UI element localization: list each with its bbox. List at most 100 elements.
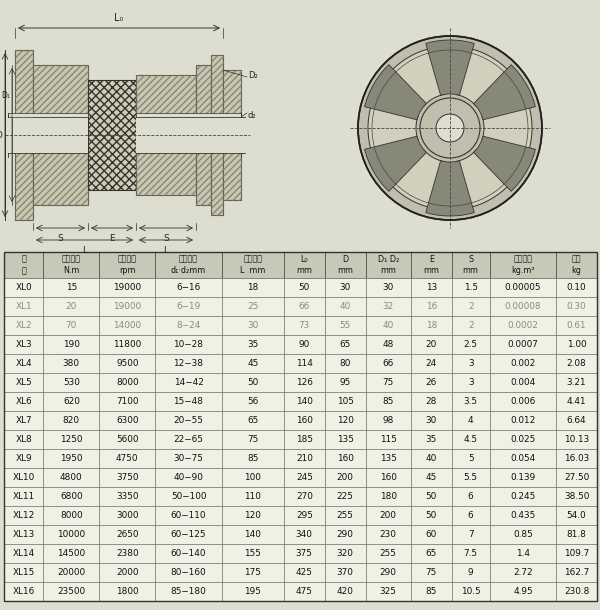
Text: 0.0002: 0.0002 <box>508 321 538 330</box>
Text: 3750: 3750 <box>116 473 139 482</box>
Text: 4750: 4750 <box>116 454 139 463</box>
Bar <box>325 411 365 430</box>
Text: 2.72: 2.72 <box>513 568 533 577</box>
Bar <box>155 354 222 373</box>
Bar <box>4 582 43 601</box>
Bar <box>43 468 100 487</box>
Bar <box>284 278 325 297</box>
Bar <box>284 354 325 373</box>
Bar <box>4 373 43 392</box>
Bar <box>556 506 597 525</box>
Bar <box>222 373 284 392</box>
Text: 3.5: 3.5 <box>464 397 478 406</box>
Bar <box>490 449 556 468</box>
Text: 5: 5 <box>468 454 473 463</box>
Text: 48: 48 <box>383 340 394 349</box>
Text: 0.10: 0.10 <box>567 283 586 292</box>
Text: 80: 80 <box>340 359 351 368</box>
Text: 245: 245 <box>296 473 313 482</box>
Bar <box>284 316 325 335</box>
Bar <box>325 316 365 335</box>
Text: XL12: XL12 <box>13 511 35 520</box>
Text: 65: 65 <box>426 549 437 558</box>
Text: 0.00008: 0.00008 <box>505 302 541 311</box>
Bar <box>196 65 211 205</box>
Text: 23500: 23500 <box>57 587 85 596</box>
Text: 0.30: 0.30 <box>567 302 586 311</box>
Bar <box>284 563 325 582</box>
Bar <box>365 335 411 354</box>
Bar <box>4 278 43 297</box>
Polygon shape <box>387 150 444 209</box>
Bar <box>452 582 490 601</box>
Bar <box>490 392 556 411</box>
Bar <box>556 582 597 601</box>
Text: 160: 160 <box>380 473 397 482</box>
Bar <box>155 449 222 468</box>
Bar <box>556 525 597 544</box>
Bar <box>325 563 365 582</box>
Text: 30: 30 <box>340 283 351 292</box>
Text: 155: 155 <box>244 549 261 558</box>
Bar <box>4 563 43 582</box>
Bar <box>8 117 33 153</box>
Bar <box>4 316 43 335</box>
Text: 45: 45 <box>426 473 437 482</box>
Bar <box>211 55 223 215</box>
Polygon shape <box>387 47 444 106</box>
Bar <box>284 335 325 354</box>
Text: 10.13: 10.13 <box>564 435 589 444</box>
Bar <box>100 392 155 411</box>
Bar <box>222 544 284 563</box>
Bar <box>411 354 452 373</box>
Bar <box>365 506 411 525</box>
Text: 30: 30 <box>426 416 437 425</box>
Bar <box>365 544 411 563</box>
Text: 4.41: 4.41 <box>567 397 586 406</box>
Bar <box>452 468 490 487</box>
Text: 10.5: 10.5 <box>461 587 481 596</box>
Polygon shape <box>426 160 474 216</box>
Text: 0.012: 0.012 <box>510 416 536 425</box>
Text: L: L <box>163 246 169 255</box>
Bar <box>452 544 490 563</box>
Bar <box>4 354 43 373</box>
Text: 3000: 3000 <box>116 511 139 520</box>
Bar <box>556 392 597 411</box>
Text: 15−48: 15−48 <box>173 397 203 406</box>
Bar <box>490 297 556 316</box>
Text: 40: 40 <box>426 454 437 463</box>
Text: N.m: N.m <box>63 266 80 275</box>
Text: 14000: 14000 <box>113 321 142 330</box>
Text: 2650: 2650 <box>116 530 139 539</box>
Bar <box>100 449 155 468</box>
Text: 22−65: 22−65 <box>173 435 203 444</box>
Text: mm: mm <box>380 266 396 275</box>
Text: 轴孔长度: 轴孔长度 <box>244 255 262 264</box>
Circle shape <box>420 98 480 158</box>
Bar <box>452 373 490 392</box>
Text: 620: 620 <box>63 397 80 406</box>
Bar <box>325 506 365 525</box>
Bar <box>43 297 100 316</box>
Bar <box>325 252 365 278</box>
Text: 50: 50 <box>247 378 259 387</box>
Bar <box>325 373 365 392</box>
Bar <box>100 316 155 335</box>
Bar <box>222 525 284 544</box>
Bar <box>411 335 452 354</box>
Bar <box>155 297 222 316</box>
Text: 120: 120 <box>337 416 353 425</box>
Bar <box>325 468 365 487</box>
Text: XL7: XL7 <box>16 416 32 425</box>
Bar <box>452 297 490 316</box>
Bar <box>325 430 365 449</box>
Text: 10−28: 10−28 <box>173 340 203 349</box>
Text: 75: 75 <box>247 435 259 444</box>
Text: 6: 6 <box>468 492 473 501</box>
Text: 370: 370 <box>337 568 353 577</box>
Bar <box>155 544 222 563</box>
Text: 60: 60 <box>426 530 437 539</box>
Bar <box>211 55 223 215</box>
Text: d₂: d₂ <box>248 110 257 120</box>
